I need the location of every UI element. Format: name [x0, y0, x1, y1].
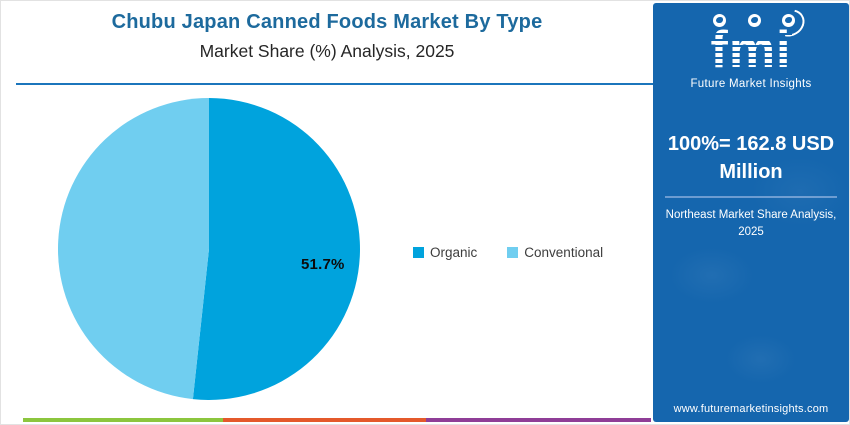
logo-globes	[685, 4, 817, 42]
title-divider	[16, 83, 653, 85]
legend-label: Organic	[430, 245, 478, 260]
footer-bar-green-segment	[23, 418, 223, 422]
logo-stripes	[710, 29, 792, 72]
pie-svg	[58, 98, 360, 400]
website-link[interactable]: www.futuremarketinsights.com	[673, 403, 829, 415]
footer-accent-bar	[23, 418, 651, 422]
pie-slice-conventional	[58, 98, 209, 400]
footer-bar-orange-segment	[223, 418, 426, 422]
sidebar-note: Northeast Market Share Analysis, 2025	[665, 209, 837, 238]
globe-icon	[748, 14, 761, 27]
conventional-swatch-icon	[507, 247, 519, 258]
pie-data-label: 51.7%	[301, 256, 345, 273]
legend-item-conventional: Conventional	[507, 245, 603, 260]
organic-swatch-icon	[413, 247, 424, 258]
chart-legend: Organic Conventional	[413, 245, 603, 260]
market-size-headline: 100%= 162.8 USD Million	[667, 133, 835, 183]
page-subtitle: Market Share (%) Analysis, 2025	[199, 41, 455, 61]
sidebar-divider	[665, 196, 837, 198]
fmi-logo: fmi Future Market Insights	[653, 4, 849, 90]
pie-slice-organic	[192, 98, 360, 400]
sidebar: fmi Future Market Insights 100%= 162.8 U…	[653, 3, 849, 422]
footer-bar-purple-segment	[426, 418, 651, 422]
globe-icon	[713, 14, 726, 27]
globe-icon	[782, 14, 795, 27]
logo-tagline: Future Market Insights	[690, 78, 812, 90]
pie-chart	[58, 98, 360, 400]
legend-label: Conventional	[524, 245, 604, 260]
page-title: Chubu Japan Canned Foods Market By Type	[111, 11, 543, 33]
logo-monogram: fmi	[710, 24, 792, 76]
chart-area: Chubu Japan Canned Foods Market By Type …	[1, 1, 653, 424]
legend-item-organic: Organic	[413, 245, 477, 260]
